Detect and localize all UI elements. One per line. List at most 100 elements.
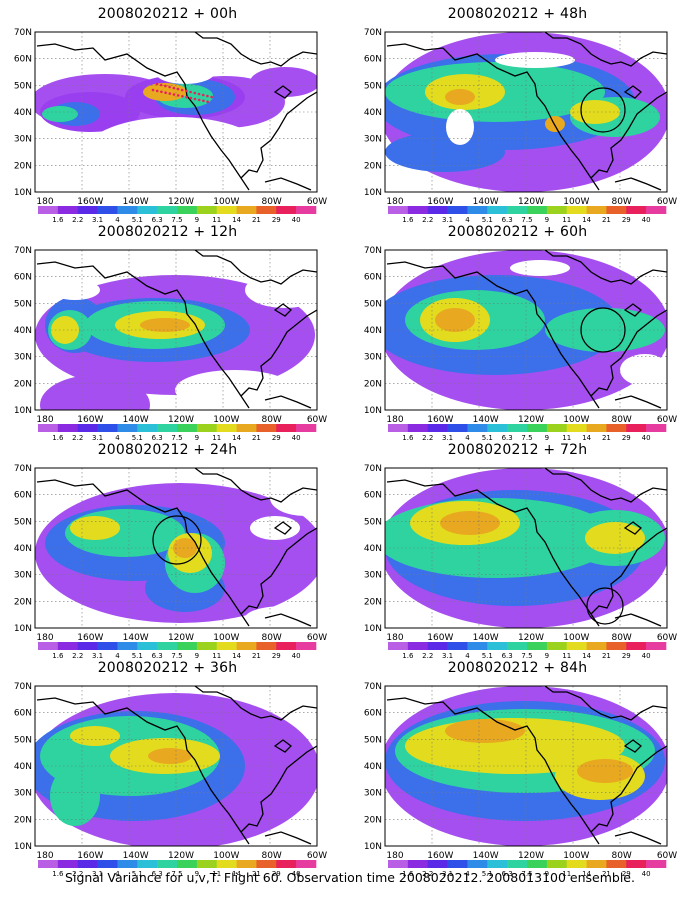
colorbar-swatch [296,424,317,432]
variance-contour [440,511,500,535]
colorbar-label: 40 [292,434,301,442]
colorbar-swatch [57,206,79,214]
lon-label: 80W [611,633,631,643]
colorbar-swatch [487,642,508,650]
colorbar-label: 1.6 [52,434,64,442]
colorbar-label: 29 [272,870,281,878]
lat-label: 70N [364,682,382,692]
colorbar-swatch [626,206,647,214]
colorbar-swatch [256,206,277,214]
lon-label: 100W [213,197,239,207]
lon-label: 60W [307,633,327,643]
variance-contour [173,538,197,558]
colorbar-label: 14 [232,652,241,660]
colorbar-label: 40 [642,216,651,224]
colorbar-label: 4 [465,216,470,224]
colorbar-label: 9 [545,434,549,442]
lon-label: 180 [386,415,403,425]
lon-label: 140W [123,851,149,861]
colorbar-label: 14 [582,216,591,224]
colorbar-label: 6.3 [152,652,163,660]
lon-label: 60W [307,197,327,207]
lat-label: 60N [364,709,382,719]
colorbar-swatch [586,206,607,214]
colorbar-swatch [57,642,79,650]
colorbar-label: 29 [622,870,631,878]
colorbar-label: 14 [232,870,241,878]
colorbar-label: 11 [212,652,221,660]
flight-track-dot [168,85,171,89]
coastline [386,32,667,191]
lat-label: 60N [14,491,32,501]
lat-label: 20N [14,161,32,171]
colorbar-label: 6.3 [502,652,513,660]
lat-label: 70N [364,246,382,256]
colorbar-swatch [388,424,409,432]
colorbar-label: 6.3 [502,434,513,442]
lon-label: 120W [518,197,544,207]
colorbar-label: 40 [292,652,301,660]
flight-track-dot [164,91,167,94]
colorbar-swatch [467,424,488,432]
lon-label: 120W [518,633,544,643]
colorbar-swatch [527,860,548,868]
lon-label: 80W [611,851,631,861]
variance-contour [50,766,100,826]
colorbar-label: 2.2 [72,652,83,660]
colorbar-label: 29 [622,652,631,660]
colorbar-label: 3.1 [442,652,453,660]
figure-caption: Signal Variance for u,v,T. Flight 60. Ob… [65,870,635,885]
colorbar-label: 9 [195,870,199,878]
colorbar-swatch [177,642,198,650]
colorbar-swatch [566,860,587,868]
variance-contour [250,67,317,97]
flight-track-dot [197,92,201,96]
colorbar-swatch [447,860,468,868]
colorbar-swatch [236,424,257,432]
colorbar-swatch [606,642,627,650]
lon-label: 140W [123,415,149,425]
lat-label: 40N [14,108,32,118]
colorbar-label: 3.1 [442,434,453,442]
colorbar-label: 21 [252,434,261,442]
colorbar-label: 7.5 [521,434,532,442]
colorbar-label: 11 [562,216,571,224]
colorbar-label: 4 [115,870,120,878]
colorbar-swatch [117,860,138,868]
colorbar-label: 2.2 [72,870,83,878]
lon-label: 160W [77,197,103,207]
colorbar-swatch [236,206,257,214]
lon-label: 120W [168,197,194,207]
colorbar-swatch [196,424,218,432]
lon-label: 140W [473,197,499,207]
colorbar-swatch [38,642,59,650]
lon-label: 100W [213,851,239,861]
variance-contour [42,106,78,122]
lon-label: 120W [168,415,194,425]
colorbar-label: 7.5 [171,652,182,660]
colorbar-label: 6.3 [152,870,163,878]
lon-label: 160W [77,851,103,861]
colorbar-swatch [196,642,218,650]
colorbar-swatch [546,424,568,432]
lat-label: 70N [14,464,32,474]
variance-contour [577,759,633,783]
colorbar-swatch [137,860,158,868]
colorbar-swatch [407,860,429,868]
lon-label: 100W [563,851,589,861]
lat-label: 50N [364,517,382,527]
lat-label: 70N [364,464,382,474]
colorbar-swatch [256,424,277,432]
lon-label: 60W [307,415,327,425]
colorbar-label: 14 [582,652,591,660]
colorbar-label: 9 [545,652,549,660]
lon-label: 80W [261,197,281,207]
variance-map: 70N 60N 50N 40N 30N 20N 10N 180 160W 140W 120W 100W… [364,28,677,224]
colorbar-label: 2.2 [72,216,83,224]
colorbar-label: 11 [212,216,221,224]
colorbar-swatch [177,424,198,432]
map-panel: 2008020212 + 36h 70N 60N 50N 40N 30N 20N 10N 180… [0,660,335,878]
colorbar-swatch [97,424,118,432]
lon-label: 160W [427,851,453,861]
colorbar-swatch [137,206,158,214]
